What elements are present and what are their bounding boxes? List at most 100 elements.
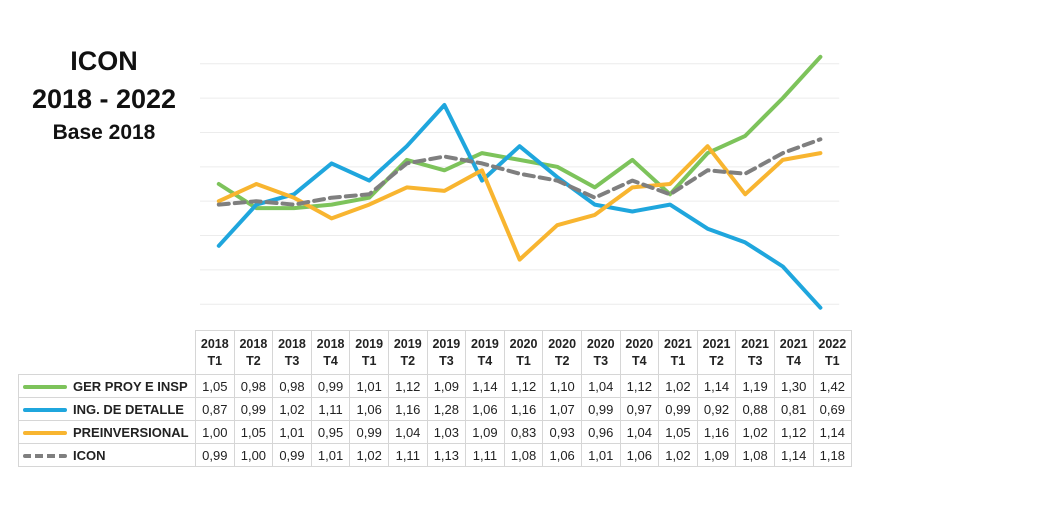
- table-row: ING. DE DETALLE 0,87 0,99 1,02 1,11 1,06 1,16 1…: [18, 397, 853, 421]
- table-cell: 0,99: [195, 443, 235, 467]
- column-header: 2018 T3: [272, 330, 312, 375]
- table-cell: 0,99: [349, 420, 389, 444]
- series-line-3: [216, 137, 823, 207]
- table-cell: 1,09: [465, 420, 505, 444]
- table-cell: 1,04: [580, 374, 621, 398]
- table-row: GER PROY E INSP 1,05 0,98 0,98 0,99 1,01 1,12 1…: [18, 374, 853, 398]
- series-label: ICON: [18, 443, 196, 467]
- table-cell: 0,95: [310, 420, 351, 444]
- data-table: 2018 T1 2018 T2 2018 T3 2018 T4 2019 T1 2019 T2 2019…: [18, 330, 853, 467]
- column-header: 2019 T3: [426, 330, 467, 375]
- column-header: 2020 T3: [580, 330, 621, 375]
- table-cell: 0,99: [310, 374, 351, 398]
- column-header-quarter: T1: [207, 353, 223, 368]
- table-cell: 0,69: [812, 397, 853, 421]
- table-cell: 1,11: [465, 443, 505, 467]
- table-cell: 1,02: [349, 443, 389, 467]
- chart-title-block: ICON 2018 - 2022 Base 2018: [10, 42, 198, 148]
- table-cell: 1,14: [465, 374, 505, 398]
- table-cell: 1,11: [387, 443, 428, 467]
- column-header: 2020 T2: [542, 330, 582, 375]
- column-header: 2018 T1: [195, 330, 235, 375]
- table-cell: 0,88: [735, 397, 775, 421]
- table-cell: 1,28: [426, 397, 467, 421]
- column-header-year: 2022: [818, 336, 847, 351]
- table-cell: 1,12: [619, 374, 660, 398]
- column-header-year: 2019: [355, 336, 384, 351]
- column-header: 2019 T1: [349, 330, 389, 375]
- header-row: 2018 T1 2018 T2 2018 T3 2018 T4 2019 T1 2019 T2 2019…: [19, 330, 853, 375]
- grid-lines: [200, 63, 840, 305]
- table-row: ICON 0,99 1,00 0,99 1,01 1,02 1,11 1,13 1,11 1,08…: [18, 443, 853, 467]
- table-cell: 1,07: [542, 397, 582, 421]
- table-cell: 1,12: [503, 374, 544, 398]
- column-header-quarter: T3: [593, 353, 609, 368]
- table-cell: 1,12: [773, 420, 814, 444]
- table-cell: 1,02: [658, 374, 698, 398]
- table-cell: 1,02: [735, 420, 775, 444]
- table-cell: 1,06: [619, 443, 660, 467]
- table-cell: 1,19: [735, 374, 775, 398]
- legend-swatch: [23, 450, 67, 462]
- table-cell: 1,01: [349, 374, 389, 398]
- table-cell: 1,01: [580, 443, 621, 467]
- column-header: 2018 T2: [233, 330, 274, 375]
- table-cell: 1,18: [812, 443, 853, 467]
- column-header-year: 2021: [741, 336, 770, 351]
- series-line-2: [216, 144, 823, 262]
- table-cell: 1,08: [503, 443, 544, 467]
- table-cell: 1,14: [773, 443, 814, 467]
- column-header-quarter: T1: [670, 353, 686, 368]
- series-name: GER PROY E INSP: [73, 379, 188, 395]
- column-header: 2020 T4: [619, 330, 660, 375]
- table-body: GER PROY E INSP 1,05 0,98 0,98 0,99 1,01 1,12 1…: [18, 374, 853, 467]
- table-cell: 1,06: [465, 397, 505, 421]
- column-header-year: 2020: [625, 336, 654, 351]
- table-cell: 0,99: [580, 397, 621, 421]
- series-lines: [216, 54, 823, 310]
- series-name: PREINVERSIONAL: [73, 425, 189, 441]
- column-header-year: 2020: [586, 336, 615, 351]
- column-header-year: 2019: [432, 336, 461, 351]
- table-cell: 0,87: [195, 397, 235, 421]
- series-label: GER PROY E INSP: [18, 374, 196, 398]
- table-cell: 0,83: [503, 420, 544, 444]
- column-header: 2019 T2: [387, 330, 428, 375]
- table-cell: 1,11: [310, 397, 351, 421]
- legend-swatch: [23, 381, 67, 393]
- table-cell: 0,97: [619, 397, 660, 421]
- table-cell: 0,81: [773, 397, 814, 421]
- column-header-quarter: T1: [516, 353, 531, 368]
- table-cell: 1,06: [542, 443, 582, 467]
- column-header-year: 2020: [548, 336, 577, 351]
- column-header-year: 2021: [664, 336, 692, 351]
- table-cell: 1,01: [272, 420, 312, 444]
- table-cell: 0,98: [233, 374, 274, 398]
- column-header-quarter: T1: [361, 353, 377, 368]
- legend-swatch: [23, 404, 67, 416]
- column-header-year: 2021: [779, 336, 808, 351]
- column-header-quarter: T3: [284, 353, 300, 368]
- series-line-0: [216, 54, 823, 211]
- column-header-year: 2018: [200, 336, 229, 351]
- table-cell: 1,03: [426, 420, 467, 444]
- column-header: 2019 T4: [465, 330, 505, 375]
- table-corner: [19, 331, 196, 375]
- column-header-quarter: T2: [400, 353, 416, 368]
- line-chart: [200, 54, 840, 310]
- table-cell: 0,93: [542, 420, 582, 444]
- table-row: PREINVERSIONAL 1,00 1,05 1,01 0,95 0,99 1,04 1,…: [18, 420, 853, 444]
- table-cell: 1,02: [272, 397, 312, 421]
- column-header-year: 2019: [393, 336, 422, 351]
- table-cell: 1,10: [542, 374, 582, 398]
- column-header: 2020 T1: [503, 330, 544, 375]
- column-header-year: 2019: [471, 336, 499, 351]
- column-header: 2018 T4: [310, 330, 351, 375]
- table-cell: 1,42: [812, 374, 853, 398]
- column-header-year: 2020: [509, 336, 538, 351]
- table-cell: 1,09: [426, 374, 467, 398]
- table-cell: 1,00: [195, 420, 235, 444]
- legend-swatch: [23, 427, 67, 439]
- table-cell: 1,00: [233, 443, 274, 467]
- table-cell: 0,98: [272, 374, 312, 398]
